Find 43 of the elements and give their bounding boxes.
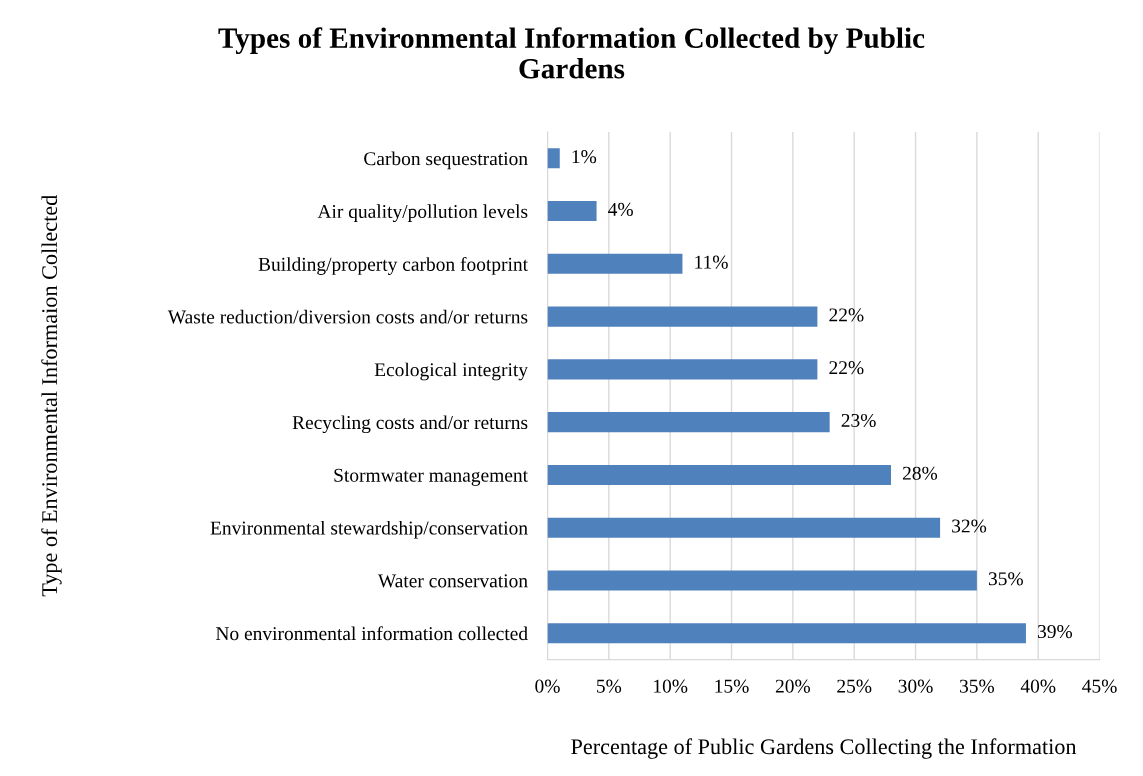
y-tick-label: Ecological integrity bbox=[374, 362, 528, 381]
bar bbox=[547, 623, 1026, 644]
x-axis-title: Percentage of Public Gardens Collecting the Information bbox=[571, 738, 1077, 759]
bar bbox=[547, 570, 977, 591]
y-tick-label: Air quality/pollution levels bbox=[317, 204, 528, 223]
y-tick-label: No environmental information collected bbox=[215, 626, 528, 641]
data-label: 22% bbox=[829, 361, 864, 375]
data-label: 11% bbox=[695, 255, 728, 269]
bar bbox=[547, 464, 892, 485]
data-label: 39% bbox=[1038, 624, 1073, 639]
bar bbox=[547, 253, 683, 274]
y-axis-title: Type of Environmental Informaion Collected bbox=[41, 195, 62, 597]
x-tick-label: 10% bbox=[654, 679, 688, 693]
y-tick-label: Stormwater management bbox=[334, 468, 528, 486]
data-label: 4% bbox=[608, 202, 633, 216]
chart-title: Types of Environmental Information Collected by Public Gardens bbox=[218, 27, 925, 79]
x-tick-label: 20% bbox=[775, 679, 811, 693]
data-label: 32% bbox=[952, 519, 987, 533]
data-label: 35% bbox=[988, 572, 1023, 586]
y-tick-label: Recycling costs and/or returns bbox=[292, 415, 528, 434]
y-tick-label: Waste reduction/diversion costs and/or returns bbox=[167, 309, 528, 324]
x-tick-label: 40% bbox=[1020, 679, 1056, 693]
bar bbox=[547, 412, 830, 433]
bar bbox=[547, 306, 818, 327]
bar bbox=[547, 517, 941, 538]
data-label: 23% bbox=[841, 413, 876, 428]
y-tick-label: Building/property carbon footprint bbox=[258, 256, 528, 275]
y-tick-label: Water conservation bbox=[377, 574, 528, 588]
x-tick-label: 30% bbox=[898, 679, 933, 693]
data-label: 28% bbox=[902, 466, 938, 480]
x-tick-label: 25% bbox=[837, 679, 872, 693]
x-tick-label: 0% bbox=[535, 679, 560, 693]
y-tick-label: Carbon sequestration bbox=[364, 151, 528, 170]
bar bbox=[547, 359, 818, 380]
y-tick-label: Environmental stewardship/conservation bbox=[210, 520, 528, 539]
data-label: 1% bbox=[572, 150, 597, 164]
x-tick-label: 45% bbox=[1082, 679, 1117, 693]
x-tick-label: 5% bbox=[597, 679, 622, 693]
bar bbox=[547, 201, 597, 222]
bar bbox=[547, 148, 560, 169]
x-tick-label: 35% bbox=[959, 679, 995, 693]
x-tick-label: 15% bbox=[715, 679, 749, 693]
data-label: 22% bbox=[829, 308, 864, 322]
